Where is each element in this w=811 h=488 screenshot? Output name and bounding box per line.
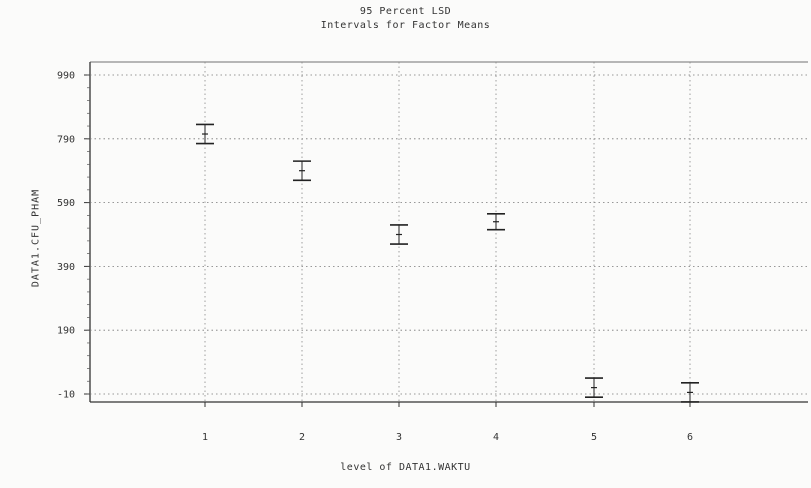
- y-tick-label: -10: [57, 390, 75, 401]
- y-tick-label: 790: [57, 134, 75, 145]
- x-tick-label: 6: [687, 432, 693, 443]
- x-tick-label: 3: [396, 432, 402, 443]
- chart-subtitle: Intervals for Factor Means: [320, 20, 491, 31]
- y-tick-label: 190: [57, 326, 75, 337]
- y-axis-label: DATA1.CFU_PHAM: [30, 188, 42, 288]
- x-axis-label: level of DATA1.WAKTU: [340, 462, 471, 473]
- x-tick-label: 4: [493, 432, 499, 443]
- x-tick-label: 1: [202, 432, 208, 443]
- x-tick-label: 5: [591, 432, 597, 443]
- y-tick-label: 590: [57, 198, 75, 209]
- y-tick-label: 390: [57, 262, 75, 273]
- chart-title: 95 Percent LSD: [359, 6, 452, 17]
- x-tick-label: 2: [299, 432, 305, 443]
- y-tick-label: 990: [57, 71, 75, 82]
